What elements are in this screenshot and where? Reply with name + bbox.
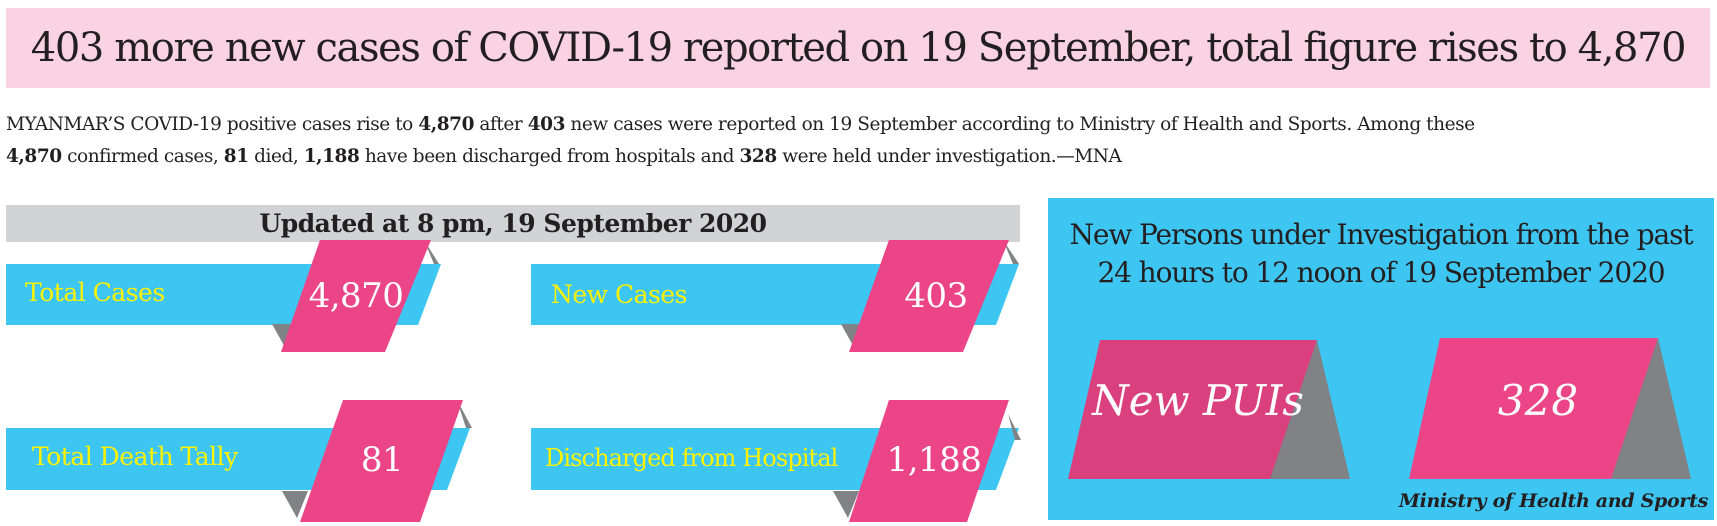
- intro-text: confirmed cases,: [61, 146, 224, 167]
- update-time-bar: Updated at 8 pm, 19 September 2020: [6, 205, 1020, 242]
- intro-text: were held under investigation.—MNA: [776, 146, 1122, 167]
- intro-figure: 403: [527, 114, 566, 135]
- intro-figure: 4,870: [418, 114, 474, 135]
- stat-new-cases-value: 403: [904, 276, 968, 316]
- intro-figure: 328: [739, 146, 777, 167]
- stat-discharged-value: 1,188: [886, 440, 982, 480]
- headline-banner: 403 more new cases of COVID-19 reported …: [6, 8, 1710, 88]
- stat-total-deaths-value: 81: [360, 440, 404, 480]
- stat-total-cases: Total Cases 4,870: [6, 238, 496, 366]
- pui-label: New PUIs: [1092, 376, 1304, 425]
- stat-total-cases-graphic: [6, 240, 441, 352]
- stat-total-deaths-graphic: [6, 400, 472, 522]
- stat-total-cases-label: Total Cases: [25, 278, 165, 307]
- pui-title-line-2: 24 hours to 12 noon of 19 September 2020: [1097, 256, 1665, 289]
- intro-figure: 81: [223, 146, 249, 167]
- intro-text: have been discharged from hospitals and: [359, 146, 740, 167]
- pui-title-line-1: New Persons under Investigation from the…: [1069, 218, 1693, 251]
- stat-new-cases-graphic: [531, 240, 1019, 352]
- stat-total-deaths: Total Death Tally 81: [6, 398, 496, 526]
- stat-discharged: Discharged from Hospital 1,188: [531, 398, 1021, 526]
- stat-discharged-graphic: [531, 400, 1021, 522]
- stat-new-cases-label: New Cases: [551, 280, 688, 309]
- pui-source: Ministry of Health and Sports: [1398, 490, 1708, 512]
- intro-figure: 4,870: [6, 146, 62, 167]
- headline-title: 403 more new cases of COVID-19 reported …: [30, 25, 1687, 71]
- stat-new-cases: New Cases 403: [531, 238, 1021, 366]
- stat-total-cases-value: 4,870: [308, 276, 404, 316]
- pui-title: New Persons under Investigation from the…: [1048, 216, 1714, 292]
- pui-panel: New Persons under Investigation from the…: [1048, 198, 1714, 520]
- intro-line-1: MYANMAR’S COVID-19 positive cases rise t…: [6, 109, 1714, 141]
- update-time-text: Updated at 8 pm, 19 September 2020: [259, 209, 767, 238]
- intro-text: died,: [248, 146, 304, 167]
- pui-graphic: [1068, 338, 1691, 479]
- intro-text: MYANMAR’S COVID-19 positive cases rise t…: [6, 114, 419, 135]
- intro-figure: 1,188: [303, 146, 360, 167]
- stat-total-deaths-label: Total Death Tally: [32, 442, 238, 471]
- pui-value: 328: [1497, 376, 1579, 425]
- intro-paragraph: MYANMAR’S COVID-19 positive cases rise t…: [6, 109, 1714, 173]
- intro-text: after: [474, 114, 528, 135]
- intro-line-2: 4,870 confirmed cases, 81 died, 1,188 ha…: [6, 141, 1714, 173]
- intro-text: new cases were reported on 19 September …: [565, 114, 1475, 135]
- stat-discharged-label: Discharged from Hospital: [545, 444, 838, 472]
